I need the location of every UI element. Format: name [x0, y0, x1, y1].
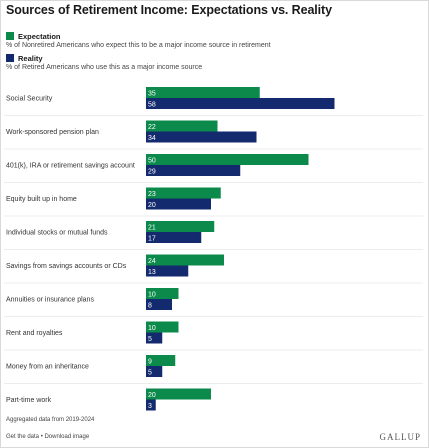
category-label: Equity built up in home — [6, 196, 77, 203]
bar-reality — [146, 198, 211, 210]
value-label-reality: 5 — [148, 369, 152, 376]
value-label-reality: 8 — [148, 302, 152, 309]
category-label: Work-sponsored pension plan — [6, 129, 99, 136]
value-label-reality: 34 — [148, 135, 156, 142]
category-label: Part-time work — [6, 397, 52, 404]
bar-expectation — [146, 388, 211, 400]
category-label: 401(k), IRA or retirement savings accoun… — [6, 163, 135, 170]
bar-reality — [146, 232, 202, 243]
bar-reality — [146, 165, 241, 176]
category-label: Savings from savings accounts or CDs — [6, 263, 127, 270]
bar-expectation — [146, 321, 179, 333]
reality-swatch — [6, 54, 14, 62]
bar-reality — [146, 399, 156, 411]
value-label-expectation: 23 — [148, 191, 156, 198]
expectation-swatch — [6, 32, 14, 40]
bar-expectation — [146, 254, 224, 266]
bar-expectation — [146, 87, 260, 98]
link-separator: • — [39, 434, 45, 440]
legend-item-reality: Reality — [6, 52, 43, 64]
bar-expectation — [146, 221, 215, 232]
value-label-reality: 17 — [148, 235, 156, 242]
value-label-expectation: 10 — [148, 291, 156, 298]
bar-expectation — [146, 154, 309, 165]
value-label-expectation: 24 — [148, 258, 156, 265]
category-label: Money from an inheritance — [6, 364, 89, 371]
bar-reality — [146, 131, 257, 143]
bar-reality — [146, 332, 163, 344]
category-label: Individual stocks or mutual funds — [6, 230, 108, 237]
value-label-expectation: 20 — [148, 392, 156, 399]
legend-name-expectation: Expectation — [18, 31, 61, 41]
bar-reality — [146, 265, 189, 277]
legend-desc-expectation: % of Nonretired Americans who expect thi… — [6, 42, 271, 49]
bar-expectation — [146, 120, 218, 132]
legend-item-expectation: Expectation — [6, 30, 61, 42]
value-label-reality: 29 — [148, 168, 156, 175]
bar-expectation — [146, 288, 179, 299]
value-label-reality: 5 — [148, 336, 152, 343]
bar-reality — [146, 366, 163, 377]
value-label-expectation: 22 — [148, 124, 156, 131]
chart-title: Sources of Retirement Income: Expectatio… — [6, 3, 332, 17]
value-label-expectation: 9 — [148, 358, 152, 365]
value-label-reality: 20 — [148, 202, 156, 209]
value-label-expectation: 35 — [148, 90, 156, 97]
bar-expectation — [146, 187, 221, 199]
category-label: Social Security — [6, 96, 53, 103]
value-label-expectation: 10 — [148, 325, 156, 332]
get-data-link[interactable]: Get the data — [6, 434, 40, 440]
legend-name-reality: Reality — [18, 53, 43, 63]
category-label: Annuities or insurance plans — [6, 297, 94, 304]
category-label: Rent and royalties — [6, 330, 63, 337]
value-label-reality: 13 — [148, 269, 156, 276]
bar-expectation — [146, 355, 176, 366]
bar-reality — [146, 98, 335, 109]
download-image-link[interactable]: Download image — [44, 434, 90, 440]
legend-desc-reality: % of Retired Americans who use this as a… — [6, 64, 203, 71]
gallup-logo: GALLUP — [379, 432, 421, 442]
value-label-reality: 3 — [148, 403, 152, 410]
value-label-expectation: 50 — [148, 157, 156, 164]
footnote: Aggregated data from 2019-2024 — [6, 417, 95, 423]
value-label-reality: 58 — [148, 101, 156, 108]
footer-links: Get the data • Download image — [6, 434, 89, 440]
value-label-expectation: 21 — [148, 224, 156, 231]
bar-reality — [146, 299, 172, 310]
